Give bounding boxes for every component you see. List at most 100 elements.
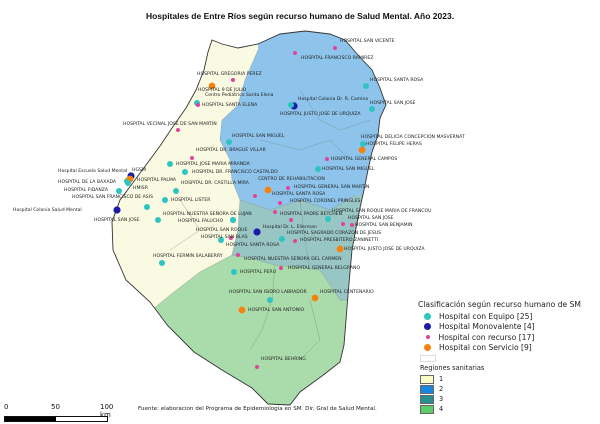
hospital-point-recurso[interactable] [273,210,277,214]
hospital-point-recurso[interactable] [255,365,259,369]
hospital-point-equipo[interactable] [159,260,165,266]
hospital-point-recurso[interactable] [289,218,293,222]
hospital-point-equipo[interactable] [369,106,375,112]
hospital-label: HOSPITAL PADRE BETCHEN [280,211,342,217]
hospital-point-recurso[interactable] [325,157,329,161]
hospital-point-equipo[interactable] [144,204,150,210]
hospital-point-equipo[interactable] [360,141,366,147]
hospital-point-recurso[interactable] [279,266,283,270]
hospital-point-recurso[interactable] [333,46,337,50]
hospital-label: HOSPITAL NUESTRA SEÑORA DEL CARMEN [244,255,342,262]
legend-label: Hospital con Servicio [9] [439,343,532,353]
hospital-label: HOSPITAL SAN ISIDRO LABRADOR [229,289,307,295]
hospital-label: HOSPITAL SAN JOSE [370,100,416,106]
hospital-label: HOSPITAL PALMA [137,177,177,183]
hospital-label: HGSM [132,167,146,173]
hospital-label: HOSPITAL SAN MIGUEL [322,166,375,172]
map-title: Hospitales de Entre Ríos según recurso h… [145,11,455,21]
legend-region-4: 4 [418,404,581,414]
hospital-point-servicio[interactable] [311,294,319,302]
hospital-points [113,46,375,369]
hospital-label: HOSPITAL NUESTRA SEÑORA DE LUJAN [163,210,252,217]
hospital-point-recurso[interactable] [229,236,233,240]
hospital-point-recurso[interactable] [253,194,257,198]
hospital-point-recurso[interactable] [341,222,345,226]
hospital-point-recurso[interactable] [293,51,297,55]
hospital-label: HOSPITAL SAN JOSE [94,217,140,223]
hospital-label: Centro Pediátrico Santa Elena [205,91,274,98]
hospital-point-equipo[interactable] [230,217,236,223]
hospital-point-servicio[interactable] [358,146,366,154]
region-3 [232,195,386,300]
hospital-point-servicio[interactable] [336,245,344,253]
hospital-point-servicio[interactable] [208,82,216,90]
hospital-label: HOSPITAL SAGRADO CORAZON DE JESUS [287,230,381,236]
hospital-label: HOSPITAL CORONEL PRINGLES [290,198,360,204]
hospital-label: HOSPITAL DELICIA CONCEPCION MASVERNAT [361,134,465,140]
hospital-point-recurso[interactable] [350,223,354,227]
region-swatch [420,374,434,384]
region-2 [220,31,386,210]
hospital-label: Hospital Escuela Salud Mental [58,168,127,174]
hospital-label: HOSPITAL SAN VICENTE [340,38,395,44]
hospital-point-monovalente[interactable] [253,228,261,236]
hospital-label: HOSPITAL VECINAL JOSE DE SAN MARTIN [123,121,217,127]
legend-empty-swatch [420,355,436,362]
legend-item-recurso: Hospital con recurso [17] [418,332,581,343]
legend-label: Hospital Monovalente [4] [439,322,535,332]
hospital-point-equipo[interactable] [162,197,168,203]
scale-bar-white [56,417,107,421]
legend-region-3: 3 [418,394,581,404]
hospital-point-recurso[interactable] [176,128,180,132]
region-swatch [420,394,434,404]
hospital-point-servicio[interactable] [238,306,246,314]
legend-label: Hospital con Equipo [25] [439,311,533,321]
hospital-point-equipo[interactable] [125,180,131,186]
region-label: 1 [439,375,444,383]
hospital-labels: HOSPITAL SAN VICENTE HOSPITAL FRANCISCO R… [13,38,465,362]
hospital-point-equipo[interactable] [155,217,161,223]
hospital-label: HOSPITAL SAN MIGUEL [232,133,285,139]
hospital-point-equipo[interactable] [325,216,331,222]
hospital-point-equipo[interactable] [116,188,122,194]
hospital-point-equipo[interactable] [267,297,273,303]
hospital-point-equipo[interactable] [173,188,179,194]
hospital-point-recurso[interactable] [231,78,235,82]
hospital-point-equipo[interactable] [167,161,173,167]
region-label: 2 [439,385,444,393]
hospital-point-recurso[interactable] [196,103,200,107]
region-swatch [420,404,434,414]
hospital-point-equipo[interactable] [226,139,232,145]
hospital-point-equipo[interactable] [288,102,294,108]
hospital-point-monovalente[interactable] [113,206,121,214]
hospital-label: HOSPITAL LISTER [171,197,211,203]
hospital-point-equipo[interactable] [218,237,224,243]
hospital-point-equipo[interactable] [363,83,369,89]
legend-title: Clasificación según recurso humano de SM [418,300,581,309]
hospital-point-recurso[interactable] [286,186,290,190]
hospital-label: HOSPITAL 9 DE JULIO [198,87,247,93]
legend-item-equipo: Hospital con Equipo [25] [418,311,581,322]
scale-bar: 0 50 100 km [4,403,124,422]
legend-region-1: 1 [418,374,581,384]
scale-tick-0: 0 [4,403,9,411]
hospital-point-equipo[interactable] [231,269,237,275]
hospital-label: HOSPITAL CENTENARIO [320,289,374,295]
hospital-label: HOSPITAL BEHRING [261,356,306,362]
legend-label: Hospital con recurso [17] [438,332,535,342]
hospital-label: HOSPITAL FRANCISCO RAMIREZ [301,55,373,61]
legend: Clasificación según recurso humano de SM… [418,300,581,414]
legend-dot-recurso [425,335,430,340]
hospital-point-recurso[interactable] [190,156,194,160]
hospital-point-equipo[interactable] [279,236,285,242]
hospital-point-recurso[interactable] [236,253,240,257]
hospital-label: HOSPITAL SAN JOSE [348,215,394,221]
hospital-point-servicio[interactable] [264,186,272,194]
hospital-point-recurso[interactable] [278,201,282,205]
hospital-point-recurso[interactable] [293,239,297,243]
hospital-point-equipo[interactable] [182,169,188,175]
hospital-label: HOSPITAL GREGORIA PEREZ [197,71,262,77]
hospital-label: CENTRO DE REHABILITACION [258,176,325,182]
hospital-point-equipo[interactable] [315,166,321,172]
